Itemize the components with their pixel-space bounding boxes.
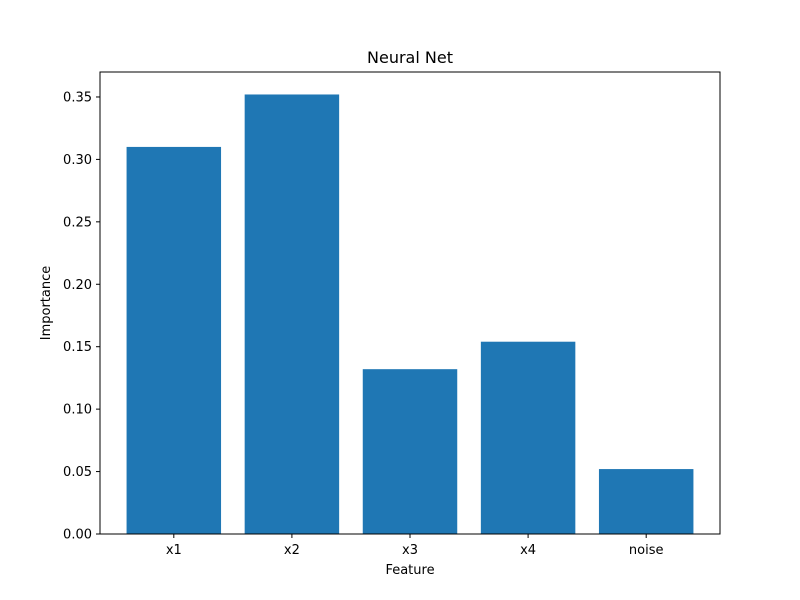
x-tick-label: x2	[284, 543, 300, 558]
y-tick-label: 0.00	[63, 528, 92, 543]
y-tick-label: 0.30	[63, 153, 92, 168]
y-tick-label: 0.05	[63, 465, 92, 480]
y-tick-label: 0.35	[63, 90, 92, 105]
bar-x2	[244, 94, 340, 534]
plot-frame	[99, 71, 721, 535]
x-tick-label: x4	[520, 543, 536, 558]
y-ticks-group: 0.00 0.05 0.10 0.15 0.20 0.25 0.30 0.35	[63, 90, 100, 543]
x-axis-title: Feature	[385, 563, 434, 578]
bar-x3	[362, 369, 458, 534]
x-tick-label: x3	[402, 543, 418, 558]
x-tick-label: x1	[166, 543, 182, 558]
bar-x1	[126, 146, 222, 534]
y-tick-label: 0.15	[63, 340, 92, 355]
x-ticks-group: x1 x2 x3 x4 noise	[166, 534, 664, 558]
chart-title: Neural Net	[367, 48, 453, 67]
y-tick-label: 0.20	[63, 278, 92, 293]
y-tick-label: 0.10	[63, 403, 92, 418]
bar-x4	[480, 341, 576, 534]
y-tick-label: 0.25	[63, 215, 92, 230]
bars-group	[126, 94, 694, 534]
bar-noise	[598, 469, 694, 534]
x-tick-label: noise	[629, 543, 664, 558]
y-axis-title: Importance	[39, 266, 54, 341]
